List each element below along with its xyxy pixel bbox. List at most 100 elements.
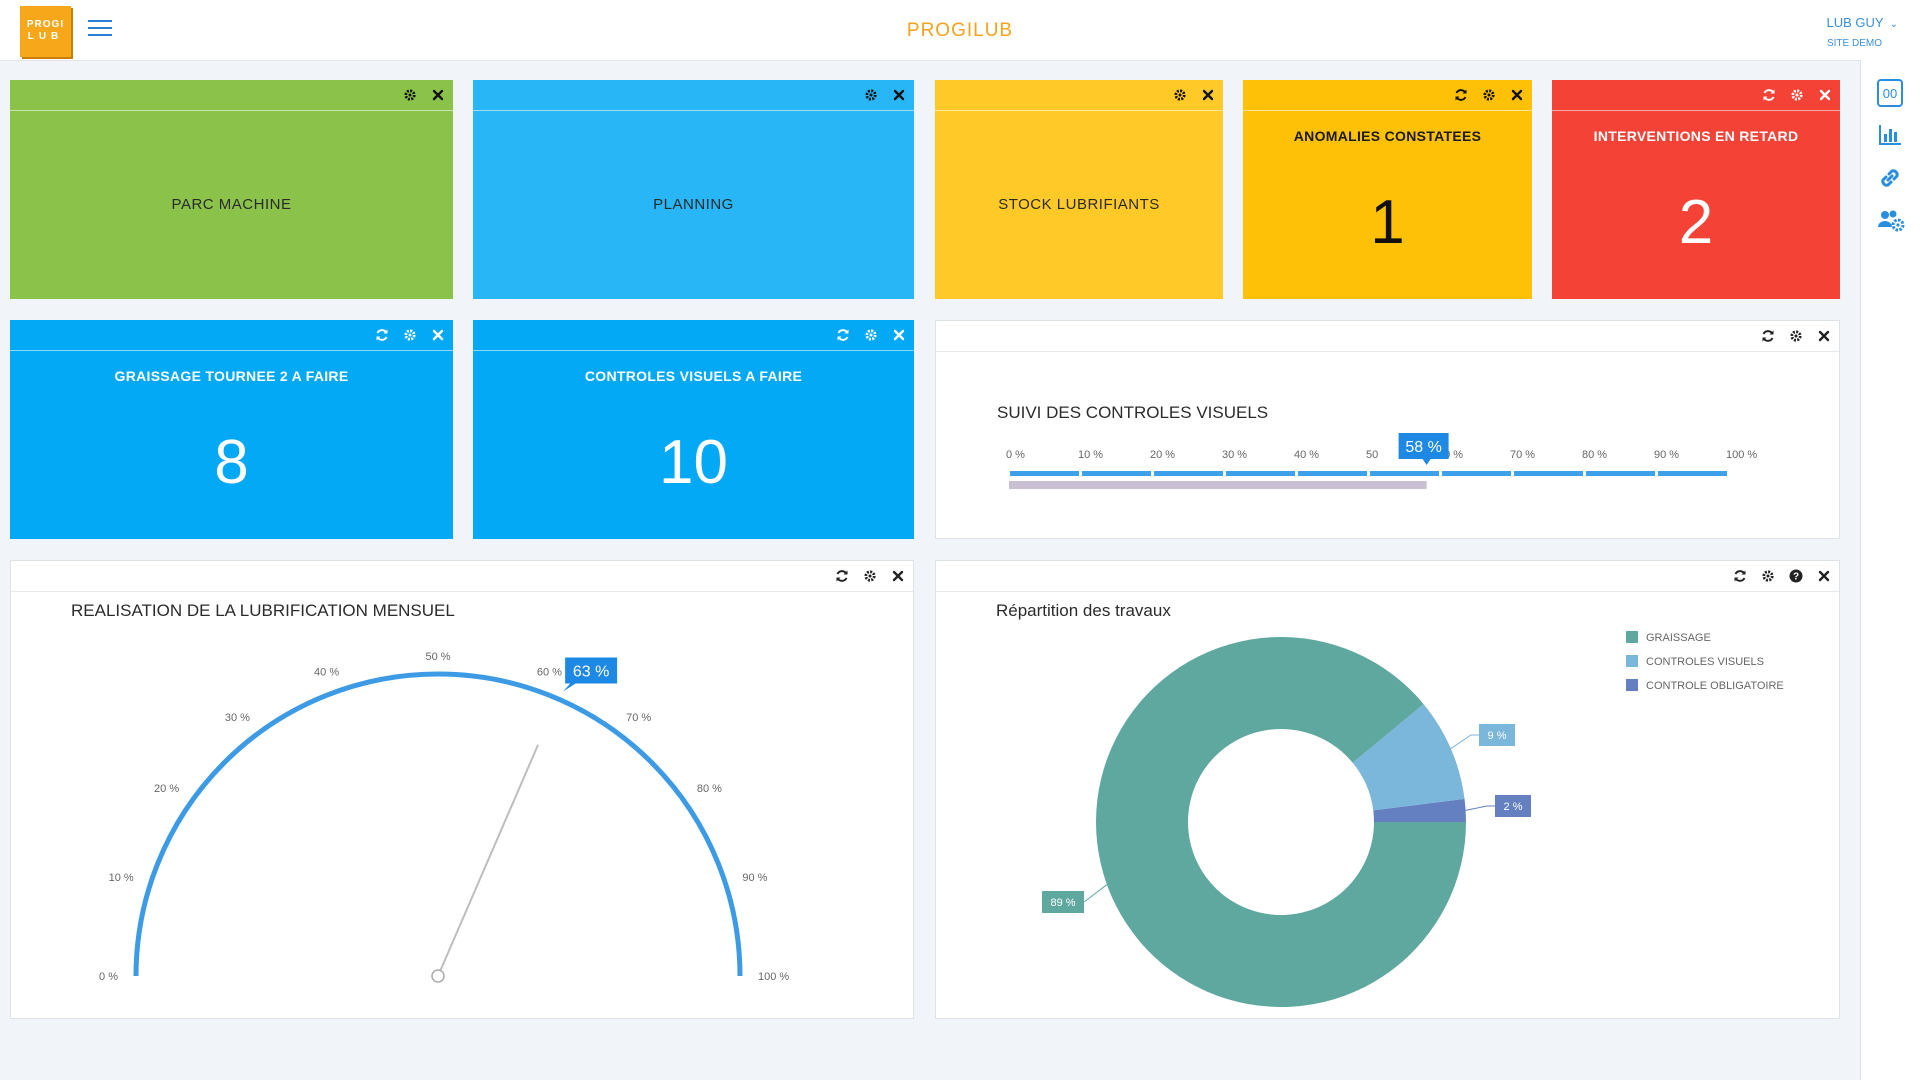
close-icon[interactable] bbox=[1199, 86, 1217, 104]
tick-label: 80 % bbox=[1582, 449, 1607, 461]
legend-label: CONTROLES VISUELS bbox=[1646, 656, 1764, 668]
settings-icon[interactable] bbox=[401, 326, 419, 344]
settings-icon[interactable] bbox=[1480, 86, 1498, 104]
scale-segment bbox=[1586, 471, 1655, 476]
svg-text:?: ? bbox=[1793, 572, 1799, 583]
tile-title: INTERVENTIONS EN RETARD bbox=[1593, 128, 1799, 144]
site-name: SITE DEMO bbox=[1826, 38, 1882, 49]
gauge-tick-label: 0 % bbox=[99, 971, 118, 983]
stock-lubrifiants-tile[interactable]: STOCK LUBRIFIANTS bbox=[935, 80, 1223, 299]
link-icon[interactable] bbox=[1876, 164, 1906, 194]
progilub-logo[interactable]: PROGI LUB bbox=[20, 6, 71, 57]
refresh-icon[interactable] bbox=[1452, 86, 1470, 104]
logo-line-2: LUB bbox=[27, 31, 64, 42]
tile-header bbox=[10, 80, 453, 111]
tile-value: 2 bbox=[1678, 188, 1714, 257]
refresh-icon[interactable] bbox=[833, 567, 851, 585]
refresh-icon[interactable] bbox=[1731, 567, 1749, 585]
settings-icon[interactable] bbox=[862, 326, 880, 344]
close-icon[interactable] bbox=[1815, 327, 1833, 345]
graissage-tile[interactable]: GRAISSAGE TOURNEE 2 A FAIRE 8 bbox=[10, 320, 453, 539]
tick-label: 30 % bbox=[1222, 449, 1247, 461]
tick-label: 70 % bbox=[1510, 449, 1535, 461]
data-label-box bbox=[1042, 891, 1084, 913]
gauge-pivot bbox=[431, 969, 445, 983]
parc-machine-tile[interactable]: PARC MACHINE bbox=[10, 80, 453, 299]
tile-header bbox=[935, 80, 1223, 111]
chevron-down-icon[interactable]: ⌄ bbox=[1889, 19, 1898, 30]
counter-icon-label: 00 bbox=[1883, 86, 1897, 101]
settings-icon[interactable] bbox=[861, 567, 879, 585]
settings-icon[interactable] bbox=[1759, 567, 1777, 585]
chart-title: Répartition des travaux bbox=[996, 601, 1171, 620]
gauge-tick-label: 90 % bbox=[742, 872, 767, 884]
arc-gauge: 0 % 10 % 20 % 30 % 40 % 50 % 60 % 70 % 80 % 90 % 1… bbox=[99, 651, 789, 983]
close-icon[interactable] bbox=[429, 86, 447, 104]
controles-visuels-tile[interactable]: CONTROLES VISUELS A FAIRE 10 bbox=[473, 320, 914, 539]
gauge-arc bbox=[133, 671, 743, 977]
refresh-icon[interactable] bbox=[834, 326, 852, 344]
tile-header bbox=[1243, 80, 1532, 111]
gauge-tick-label: 80 % bbox=[697, 783, 722, 795]
tile-title: GRAISSAGE TOURNEE 2 A FAIRE bbox=[114, 368, 349, 384]
gauge-tick-label: 60 % bbox=[537, 667, 562, 679]
tile-title: CONTROLES VISUELS A FAIRE bbox=[584, 368, 803, 384]
gauge-tick-label: 30 % bbox=[225, 712, 250, 724]
user-menu[interactable]: LUB GUY ⌄ SITE DEMO bbox=[1827, 14, 1898, 49]
scale-segment bbox=[1514, 471, 1583, 476]
tile-label: PLANNING bbox=[653, 196, 734, 213]
settings-icon[interactable] bbox=[401, 86, 419, 104]
tile-value: 8 bbox=[214, 428, 249, 497]
gauge-badge-pointer bbox=[563, 682, 578, 692]
value-label: 58 % bbox=[1405, 439, 1441, 456]
tile-value: 10 bbox=[659, 428, 728, 497]
settings-icon[interactable] bbox=[1171, 86, 1189, 104]
tick-label: 40 % bbox=[1294, 449, 1319, 461]
tick-label: 90 % bbox=[1654, 449, 1679, 461]
close-icon[interactable] bbox=[1815, 567, 1833, 585]
settings-icon[interactable] bbox=[862, 86, 880, 104]
data-label: 9 % bbox=[1488, 730, 1507, 742]
donut-slice bbox=[1352, 704, 1465, 811]
tile-header bbox=[473, 80, 914, 111]
logo-line-1: PROGI bbox=[26, 19, 65, 30]
panel-title: REALISATION DE LA LUBRIFICATION MENSUEL bbox=[71, 601, 455, 620]
anomalies-tile[interactable]: ANOMALIES CONSTATEES 1 bbox=[1243, 80, 1532, 299]
gauge-tick-label: 10 % bbox=[109, 872, 134, 884]
tile-label: STOCK LUBRIFIANTS bbox=[998, 196, 1160, 213]
refresh-icon[interactable] bbox=[373, 326, 391, 344]
leader-line bbox=[1450, 734, 1479, 749]
panel-header bbox=[11, 561, 913, 592]
planning-tile[interactable]: PLANNING bbox=[473, 80, 914, 299]
legend-swatch bbox=[1626, 655, 1638, 667]
close-icon[interactable] bbox=[1816, 86, 1834, 104]
tile-value: 1 bbox=[1370, 188, 1405, 257]
user-name[interactable]: LUB GUY bbox=[1826, 15, 1884, 30]
repartition-travaux-panel: ? Répartition des travaux 2 % 9 % 89 % GRAI… bbox=[935, 560, 1840, 1019]
settings-icon[interactable] bbox=[1787, 327, 1805, 345]
tick-label: 100 % bbox=[1726, 449, 1757, 461]
close-icon[interactable] bbox=[890, 326, 908, 344]
gauge-tick-label: 20 % bbox=[154, 783, 179, 795]
progress-bar bbox=[1009, 481, 1427, 489]
tick-label: 20 % bbox=[1150, 449, 1175, 461]
value-badge bbox=[1398, 433, 1449, 459]
counter-icon[interactable]: 00 bbox=[1876, 78, 1906, 108]
help-icon[interactable]: ? bbox=[1787, 567, 1805, 585]
legend-swatch bbox=[1626, 631, 1638, 643]
interventions-retard-tile[interactable]: INTERVENTIONS EN RETARD 2 bbox=[1552, 80, 1840, 299]
settings-icon[interactable] bbox=[1788, 86, 1806, 104]
users-cog-icon[interactable] bbox=[1876, 206, 1906, 236]
close-icon[interactable] bbox=[890, 86, 908, 104]
bar-chart-icon[interactable] bbox=[1876, 122, 1906, 152]
close-icon[interactable] bbox=[1508, 86, 1526, 104]
hamburger-menu-icon[interactable] bbox=[88, 20, 112, 40]
close-icon[interactable] bbox=[429, 326, 447, 344]
close-icon[interactable] bbox=[889, 567, 907, 585]
refresh-icon[interactable] bbox=[1760, 86, 1778, 104]
data-label: 89 % bbox=[1050, 897, 1075, 909]
refresh-icon[interactable] bbox=[1759, 327, 1777, 345]
data-label-box bbox=[1495, 795, 1531, 817]
scale-segment bbox=[1226, 471, 1295, 476]
scale-segment bbox=[1442, 471, 1511, 476]
